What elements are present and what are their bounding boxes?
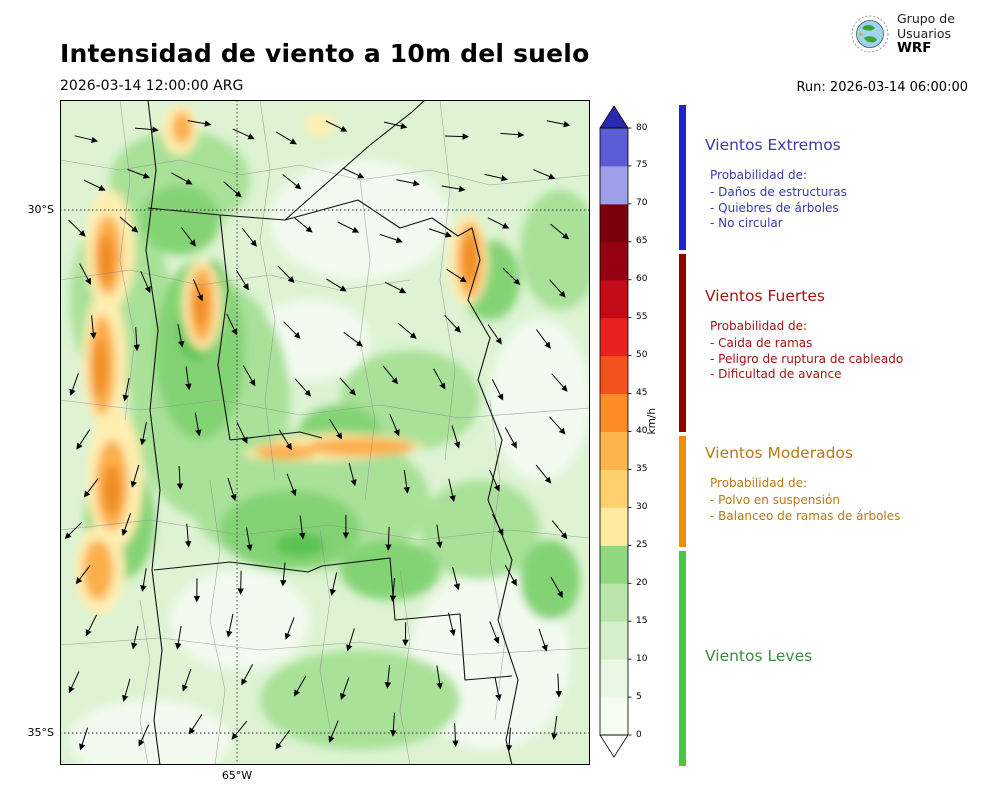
legend-item: - Polvo en suspensión [710, 493, 840, 507]
legend-prob-label: Probabilidad de: [710, 319, 808, 333]
colorbar-tick-label: 45 [636, 388, 648, 399]
lat-label-35s: 35°S [27, 726, 54, 739]
wind-arrows [64, 120, 571, 752]
lat-label-30s: 30°S [27, 203, 54, 216]
colorbar-tick-label: 70 [636, 198, 648, 209]
colorbar-unit-label: km/h [646, 408, 658, 435]
department-boundaries [60, 100, 590, 765]
colorbar-tick-label: 60 [636, 274, 648, 285]
colorbar [599, 105, 632, 758]
legend-item: - Caida de ramas [710, 336, 813, 350]
legend-item: - Balanceo de ramas de árboles [710, 508, 901, 523]
legend-title-moderados: Vientos Moderados [705, 444, 853, 462]
legend-accent-moderados [679, 436, 686, 547]
wrf-logo: Grupo de Usuarios WRF [850, 12, 955, 56]
legend-section-leves: Vientos Leves [705, 647, 990, 679]
map-frame [60, 100, 590, 765]
colorbar-tick-label: 50 [636, 350, 648, 361]
page-title: Intensidad de viento a 10m del suelo [60, 38, 590, 68]
legend-item: - Peligro de ruptura de cableado [710, 351, 904, 366]
logo-org-line2: Usuarios [897, 25, 952, 41]
valid-datetime-label: 2026-03-14 12:00:00 ARG [60, 78, 244, 94]
legend-item: - No circular [710, 216, 783, 230]
wrf-globe-icon [851, 15, 889, 53]
wind-map [60, 100, 590, 765]
legend-title-leves: Vientos Leves [705, 647, 813, 665]
run-datetime-label: Run: 2026-03-14 06:00:00 [796, 80, 968, 95]
colorbar-tick-label: 35 [636, 463, 648, 474]
legend-prob-label: Probabilidad de: [710, 168, 808, 182]
legend-title-fuertes: Vientos Fuertes [705, 287, 825, 305]
colorbar-tick-label: 40 [636, 426, 648, 436]
legend-section-fuertes: Vientos Fuertes Probabilidad de: - Caida… [705, 287, 990, 383]
colorbar-tick-label: 55 [636, 312, 648, 323]
legend-accent-extremos [679, 105, 686, 250]
lon-label-65w: 65°W [221, 769, 253, 782]
legend-item: - Daños de estructuras [710, 185, 847, 199]
legend-item: - Dificultad de avance [710, 367, 842, 381]
legend-section-extremos: Vientos Extremos Probabilidad de: - Daño… [705, 136, 990, 232]
colorbar-tick-label: 20 [636, 577, 648, 588]
colorbar-tick-label: 5 [636, 691, 642, 702]
colorbar-tick-label: 30 [636, 501, 648, 512]
legend-item: - Quiebres de árboles [710, 200, 839, 215]
colorbar-tick-label: 75 [636, 160, 648, 171]
colorbar-tick-label: 0 [636, 729, 642, 740]
colorbar-tick-label: 15 [636, 615, 648, 626]
logo-wrf-label: WRF [897, 40, 932, 57]
logo-org-line1: Grupo de [897, 11, 955, 27]
colorbar-tick-label: 25 [636, 539, 648, 550]
legend-accent-fuertes [679, 254, 686, 432]
legend-section-moderados: Vientos Moderados Probabilidad de: - Pol… [705, 444, 990, 524]
legend-prob-label: Probabilidad de: [710, 476, 808, 490]
graticule [60, 100, 590, 765]
colorbar-tick-label: 65 [636, 236, 648, 247]
colorbar-tick-label: 10 [636, 653, 648, 664]
colorbar-tick-label: 80 [636, 122, 648, 133]
legend-title-extremos: Vientos Extremos [705, 136, 841, 154]
wind-shading-layer [70, 105, 590, 765]
legend-accent-leves [679, 551, 686, 766]
